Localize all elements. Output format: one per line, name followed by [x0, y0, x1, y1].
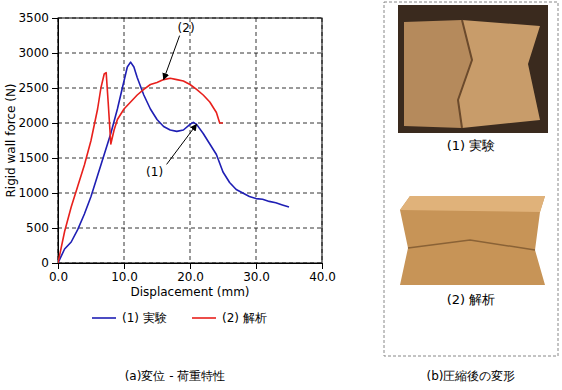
tick-mark: [256, 263, 257, 269]
series-line: [58, 62, 289, 263]
tick-mark: [52, 88, 58, 89]
photo-box-face: [458, 20, 540, 128]
figure-caption: (a)変位 - 荷重特性: [125, 369, 226, 383]
legend-swatch: [92, 317, 116, 319]
y-tick: 2000: [18, 116, 58, 130]
grid-line: [124, 18, 125, 263]
tick-mark: [52, 228, 58, 229]
annotation: (1): [146, 124, 197, 179]
tick-label: 0.0: [49, 270, 68, 284]
x-tick: 30.0: [243, 263, 270, 284]
x-tick: 40.0: [309, 263, 336, 284]
y-tick: 3500: [18, 11, 58, 25]
x-tick: 0.0: [49, 263, 68, 284]
tick-mark: [52, 53, 58, 54]
tick-label: 30.0: [243, 270, 270, 284]
grid-line: [256, 18, 257, 263]
tick-mark: [52, 158, 58, 159]
tick-label: 2000: [18, 116, 49, 130]
tick-label: 1000: [18, 186, 49, 200]
photo-crease: [458, 20, 472, 128]
photo-caption: (2) 解析: [447, 292, 496, 307]
photo-panel: (1) 実験 (2) 解析: [384, 2, 558, 356]
tick-mark: [52, 123, 58, 124]
annotation-text: (1): [146, 165, 163, 179]
y-tick: 2500: [18, 81, 58, 95]
x-axis-title: Displacement (mm): [130, 285, 249, 299]
tick-label: 0: [41, 256, 49, 270]
x-tick: 20.0: [177, 263, 204, 284]
tick-mark: [52, 18, 58, 19]
tick-mark: [322, 263, 323, 269]
grid: [58, 18, 322, 263]
grid-line: [58, 88, 322, 89]
series-line: [58, 73, 223, 263]
grid-line: [58, 193, 322, 194]
x-axis: 0.0 10.0 20.0 30.0 40.0: [49, 263, 336, 284]
legend-label: (2) 解析: [222, 311, 267, 325]
grid-line: [58, 228, 322, 229]
panel-border: [384, 2, 558, 356]
tick-label: 1500: [18, 151, 49, 165]
tick-mark: [124, 263, 125, 269]
y-tick: 1500: [18, 151, 58, 165]
y-tick: 3000: [18, 46, 58, 60]
photo-crease: [408, 240, 535, 250]
plot-area: [58, 62, 289, 263]
legend-swatch: [192, 317, 216, 319]
x-tick: 10.0: [111, 263, 138, 284]
tick-label: 3000: [18, 46, 49, 60]
y-tick: 500: [26, 221, 58, 235]
tick-mark: [52, 263, 58, 264]
chart: 0.0 10.0 20.0 30.0 40.0 0 500 1000 1500 2000 2500 3…: [0, 0, 562, 390]
photo-caption: (1) 実験: [447, 138, 496, 153]
tick-label: 40.0: [309, 270, 336, 284]
annotation: (2): [164, 21, 195, 80]
y-tick: 0: [41, 256, 58, 270]
annotation-arrow: [167, 124, 197, 164]
grid-line: [58, 53, 322, 54]
tick-label: 500: [26, 221, 49, 235]
grid-line: [58, 158, 322, 159]
tick-mark: [58, 263, 59, 269]
y-axis-title: Rigid wall force (N): [4, 83, 18, 197]
tick-label: 3500: [18, 11, 49, 25]
tick-label: 20.0: [177, 270, 204, 284]
legend: (1) 実験 (2) 解析: [92, 311, 267, 325]
photo-background: [398, 5, 548, 133]
legend-label: (1) 実験: [122, 311, 167, 325]
tick-label: 10.0: [111, 270, 138, 284]
y-axis: 0 500 1000 1500 2000 2500 3000 3500: [18, 11, 58, 270]
tick-label: 2500: [18, 81, 49, 95]
y-tick: 1000: [18, 186, 58, 200]
annotation-text: (2): [178, 21, 195, 35]
annotation-arrow: [164, 36, 180, 80]
photo-box-face: [400, 196, 545, 285]
plot-frame: [58, 18, 322, 263]
tick-mark: [52, 193, 58, 194]
tick-mark: [190, 263, 191, 269]
figure-caption: (b)圧縮後の変形: [427, 369, 516, 383]
grid-line: [58, 123, 322, 124]
photo-box-top: [400, 196, 545, 212]
grid-line: [190, 18, 191, 263]
